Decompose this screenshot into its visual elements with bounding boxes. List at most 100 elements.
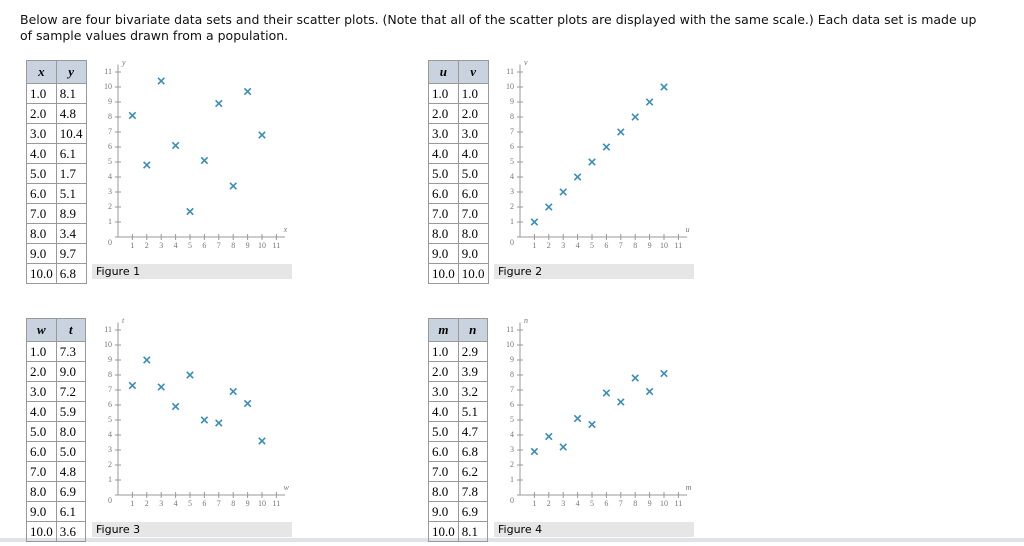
scatter-point: [530, 218, 539, 226]
x-tick-label: 8: [633, 241, 637, 250]
table-cell: 2.0: [26, 103, 57, 124]
x-tick-label: 3: [159, 241, 163, 250]
table-cell: 2.0: [428, 103, 459, 124]
scatter-point: [631, 374, 639, 382]
scatter-point: [128, 381, 137, 390]
x-tick-label: 3: [561, 241, 565, 250]
data-table: x y 1.0 8.1 2.0 4.8 3.0 10.4 4.0 6.1 5.0 1.7 6.0 5.1 7…: [26, 60, 87, 284]
table-row: 4.0 5.9: [26, 401, 86, 422]
x-axis-label: m: [686, 483, 692, 492]
table-cell: 8.0: [428, 481, 459, 502]
table-cell: 8.1: [457, 521, 488, 542]
table-row: 10.0 10.0: [428, 263, 489, 284]
table-cell: 6.0: [26, 441, 57, 462]
table-row: 10.0 3.6: [26, 521, 86, 542]
scatter-point: [617, 398, 625, 406]
x-tick-label: 2: [547, 241, 551, 250]
x-tick-label: 7: [619, 499, 623, 508]
scatter-point: [258, 437, 266, 445]
y-tick-label: 6: [510, 142, 514, 151]
x-tick-label: 11: [273, 499, 281, 508]
y-tick-label: 9: [108, 97, 112, 106]
table-cell: 9.0: [457, 243, 489, 264]
table-cell: 6.8: [55, 263, 87, 284]
table-cell: 9.0: [428, 243, 459, 264]
divider: [0, 538, 1024, 542]
table-cell: 8.0: [457, 223, 489, 244]
x-tick-label: 7: [217, 499, 221, 508]
scatter-plot: 1 2 3 4 5 6 7 8 9 10 11 0 1 2 3 4 5 6 7 8 9 10 11 n m: [506, 316, 692, 508]
table-cell: 5.0: [26, 163, 57, 184]
table-cell: 1.0: [26, 83, 57, 104]
column-header: w: [26, 318, 57, 342]
y-tick-label: 0: [510, 496, 514, 505]
x-tick-label: 2: [145, 241, 149, 250]
table-row: 2.0 9.0: [26, 361, 86, 382]
scatter-point: [200, 156, 209, 165]
table-cell: 3.0: [26, 381, 57, 402]
table-cell: 9.7: [55, 243, 87, 264]
table-cell: 9.0: [55, 361, 86, 382]
x-tick-label: 5: [188, 499, 192, 508]
scatter-point: [186, 207, 194, 216]
table-cell: 1.0: [428, 341, 459, 362]
figure-caption: Figure 1: [92, 264, 292, 279]
scatter-point: [530, 447, 539, 456]
table-cell: 3.9: [457, 361, 488, 382]
table-cell: 6.0: [26, 183, 57, 204]
data-table: u v 1.0 1.0 2.0 2.0 3.0 3.0 4.0 4.0 5.0 5.0 6.0 6.0 7.…: [428, 60, 489, 284]
scatter-point: [229, 182, 237, 190]
table-row: 8.0 7.8: [428, 481, 488, 502]
y-tick-label: 1: [108, 217, 112, 226]
column-header: m: [428, 318, 459, 342]
y-tick-label: 1: [108, 475, 112, 484]
table-row: 7.0 4.8: [26, 461, 86, 482]
scatter-point: [171, 141, 180, 150]
scatter-point: [660, 83, 668, 91]
table-row: 1.0 1.0: [428, 83, 489, 104]
y-tick-label: 4: [510, 172, 514, 181]
y-tick-label: 6: [108, 400, 112, 409]
scatter-point: [588, 420, 596, 429]
y-tick-label: 7: [108, 127, 112, 136]
column-header: y: [55, 60, 87, 84]
y-tick-label: 5: [108, 415, 112, 424]
y-tick-label: 5: [108, 157, 112, 166]
table-cell: 1.0: [26, 341, 57, 362]
table-cell: 6.0: [428, 441, 459, 462]
table-cell: 6.1: [55, 501, 86, 522]
scatter-point: [200, 416, 209, 424]
x-tick-label: 5: [188, 241, 192, 250]
scatter-plot: 1 2 3 4 5 6 7 8 9 10 11 0 1 2 3 4 5 6 7 8 9 10 11 y x: [104, 58, 288, 250]
table-cell: 5.0: [428, 163, 459, 184]
table-row: 5.0 5.0: [428, 163, 489, 184]
table-row: 8.0 6.9: [26, 481, 86, 502]
table-row: 3.0 7.2: [26, 381, 86, 402]
y-axis-label: n: [524, 316, 528, 325]
scatter-point: [559, 188, 567, 196]
x-tick-label: 9: [246, 241, 250, 250]
column-header: t: [55, 318, 86, 342]
scatter-plot: 1 2 3 4 5 6 7 8 9 10 11 0 1 2 3 4 5 6 7 8 9 10 11 t w: [104, 316, 290, 508]
table-cell: 7.0: [26, 203, 57, 224]
y-tick-label: 7: [108, 385, 112, 394]
y-tick-label: 8: [108, 370, 112, 379]
table-cell: 8.0: [26, 481, 57, 502]
table-cell: 4.8: [55, 461, 86, 482]
y-tick-label: 6: [108, 142, 112, 151]
table-row: 4.0 4.0: [428, 143, 489, 164]
table-row: 7.0 8.9: [26, 203, 87, 224]
table-cell: 7.3: [55, 341, 86, 362]
table-cell: 8.0: [26, 223, 57, 244]
y-tick-label: 8: [510, 370, 514, 379]
y-tick-label: 11: [506, 67, 514, 76]
x-tick-label: 3: [561, 499, 565, 508]
x-tick-label: 1: [532, 499, 536, 508]
y-tick-label: 5: [510, 415, 514, 424]
scatter-point: [243, 399, 252, 408]
x-tick-label: 8: [231, 499, 235, 508]
y-tick-label: 2: [510, 202, 514, 211]
table-row: 8.0 8.0: [428, 223, 489, 244]
